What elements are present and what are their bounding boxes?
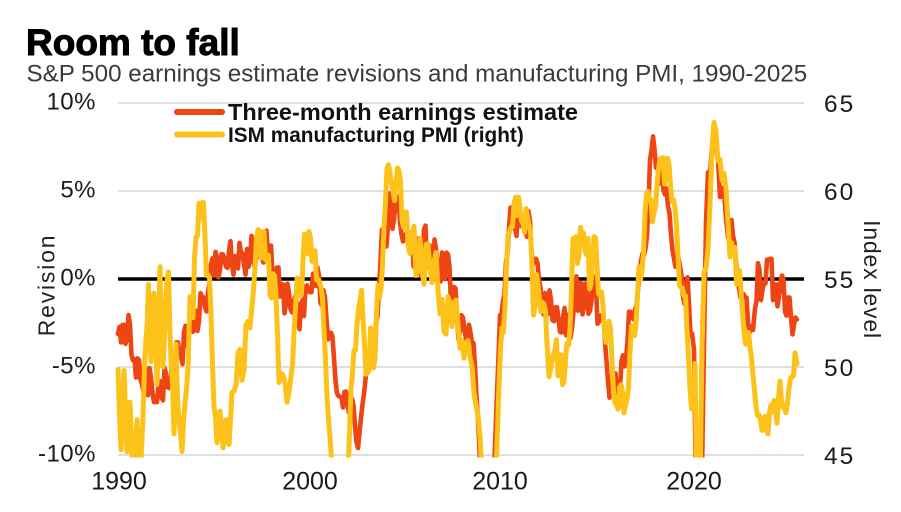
svg-text:2010: 2010 — [472, 468, 528, 496]
svg-text:Three-month earnings estimate: Three-month earnings estimate — [228, 99, 578, 125]
svg-text:Room to fall: Room to fall — [26, 22, 240, 63]
svg-text:5%: 5% — [60, 177, 96, 204]
svg-text:45: 45 — [824, 443, 855, 470]
svg-text:2000: 2000 — [282, 468, 338, 496]
svg-text:65: 65 — [824, 91, 855, 118]
svg-text:-10%: -10% — [38, 441, 96, 468]
svg-text:ISM manufacturing PMI (right): ISM manufacturing PMI (right) — [228, 124, 524, 147]
svg-text:60: 60 — [824, 179, 855, 206]
svg-text:10%: 10% — [46, 89, 96, 116]
svg-text:2020: 2020 — [666, 468, 722, 496]
svg-text:1990: 1990 — [91, 468, 147, 496]
svg-text:-5%: -5% — [52, 353, 96, 380]
svg-text:50: 50 — [824, 355, 855, 382]
svg-text:S&P 500 earnings estimate revi: S&P 500 earnings estimate revisions and … — [27, 61, 808, 88]
svg-text:Revision: Revision — [34, 234, 60, 337]
svg-text:Index level: Index level — [859, 220, 885, 339]
svg-text:55: 55 — [824, 267, 855, 294]
svg-text:0%: 0% — [60, 265, 96, 292]
